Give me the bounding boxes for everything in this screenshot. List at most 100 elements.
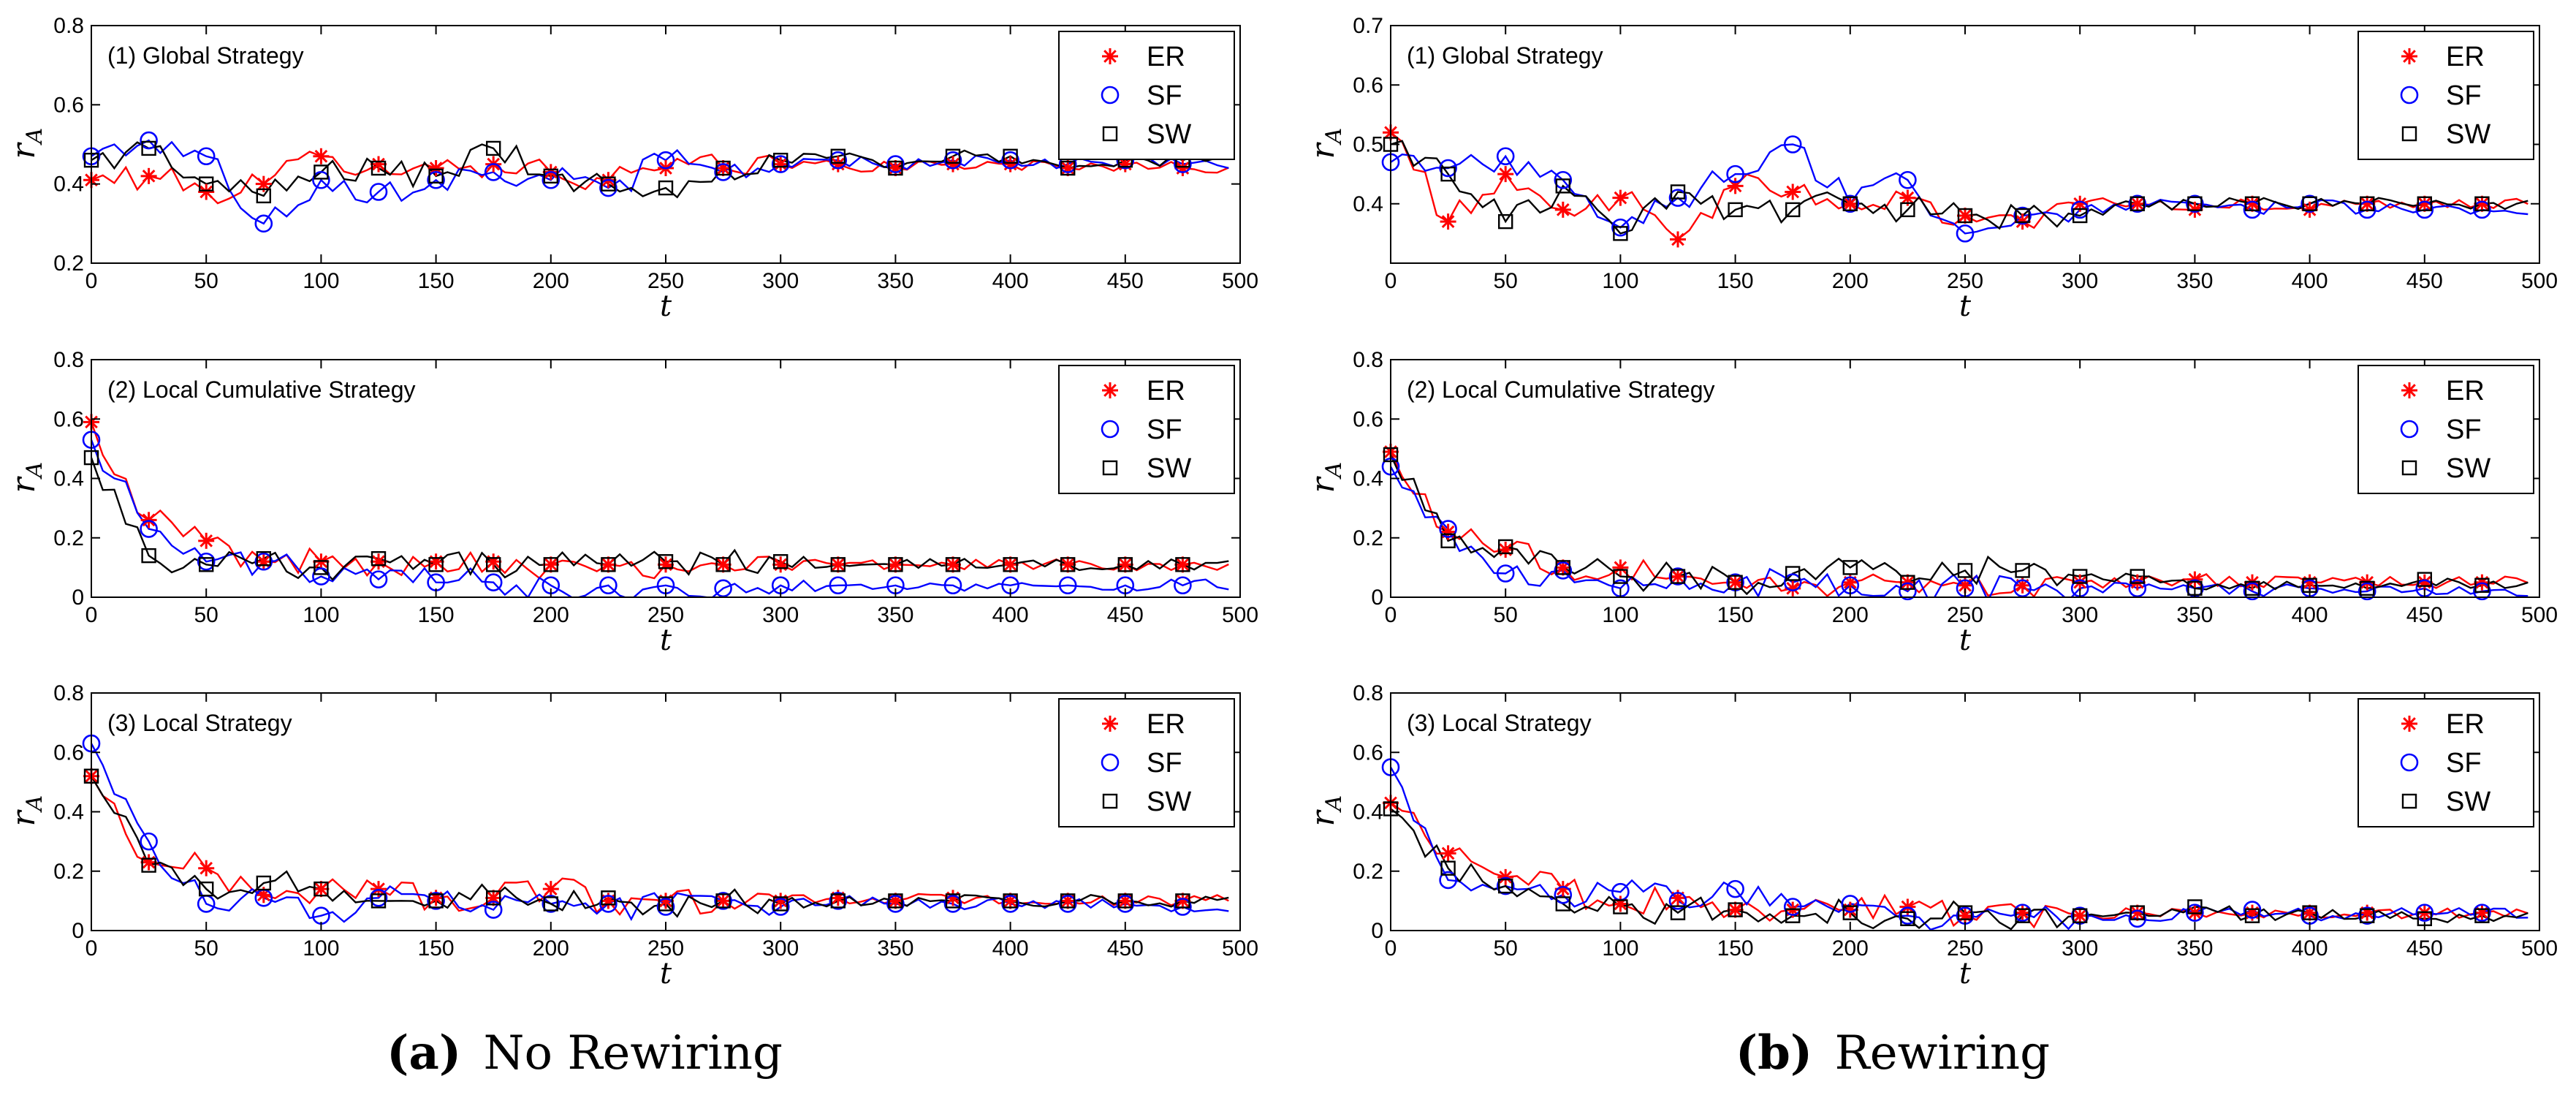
data-point-SW [2417,196,2433,211]
data-point-ER-stroke [1958,209,1972,222]
data-point-SW [1900,202,1915,218]
legend-marker-SF [2400,86,2419,105]
data-point-SW [1440,533,1456,549]
data-point-SW [2302,196,2317,211]
x-tick-label: 400 [992,936,1029,961]
data-point-SW [1842,905,1858,920]
data-point-SF [2357,582,2376,601]
series-markers-SW [1383,137,2490,241]
data-point-ER [887,556,904,573]
y-axis-label: rA [5,128,48,159]
data-point-SF [1611,218,1630,237]
y-axis-label-sub: A [22,795,48,814]
x-tick-label: 400 [992,603,1029,627]
data-point-SW [428,168,444,184]
data-point-ER [945,556,961,573]
legend-entry-SW: SW [1147,453,1191,484]
data-point-SF [1496,564,1515,583]
y-axis-label: rA [1304,462,1347,493]
data-point-SW [1728,202,1743,218]
panel-title: (2) Local Cumulative Strategy [1407,376,1715,403]
panel-title: (2) Local Cumulative Strategy [107,376,416,403]
data-point-SF [1058,576,1077,595]
data-point-ER-stroke [2073,197,2087,211]
x-tick-label: 300 [762,936,799,961]
data-point-SW [1060,893,1076,909]
data-point-ER-stroke [1003,558,1017,572]
chart-panel-2: 0 50 100 150 200 250 300 350 400 450 500 0 0.2 0.4 0.6… [5,348,1258,657]
data-point-SW [428,893,444,909]
x-axis-label: t [1959,957,1972,991]
data-point-SF [1116,895,1135,913]
data-point-SW [2474,577,2490,593]
y-tick-label: 0.4 [53,800,84,825]
data-point-ER-stroke [1671,569,1684,583]
x-tick-label: 50 [1494,936,1518,961]
legend-marker-SF [1101,420,1120,439]
legend-marker-SF [2400,420,2419,439]
data-point-SF [2473,582,2491,601]
data-point-SW [2359,580,2375,596]
data-point-SF [484,901,503,919]
x-tick-label: 500 [2521,936,2558,961]
legend-entry-SF: SF [1147,748,1182,779]
series-line-SF [91,439,1229,597]
legend-marker-SW [1102,460,1118,476]
data-point-SW [1613,899,1628,914]
y-axis-label-main: r [5,142,42,159]
data-point-SW [428,557,444,572]
y-tick-label: 0 [1371,586,1383,610]
data-point-SF [771,898,790,916]
data-point-SW [1555,896,1571,912]
chart-panel-1: 0 50 100 150 200 250 300 350 400 450 500 0.2 0.4 0.6 0… [5,14,1258,323]
panel-title: (3) Local Strategy [107,710,292,736]
data-point-SW [2302,905,2317,920]
y-tick-label: 0.2 [53,526,84,550]
y-axis-label-main: r [5,809,42,827]
x-tick-label: 0 [1385,269,1397,293]
data-point-SF [2128,909,2147,928]
panel-title: (3) Local Strategy [1407,710,1592,736]
data-point-SW [1440,166,1456,182]
legend-marker-SF [1101,753,1120,772]
x-tick-label: 400 [2292,603,2328,627]
data-point-SF [2243,582,2262,601]
legend-box [1058,31,1235,160]
x-tick-label: 100 [303,603,339,627]
caption-a: (a) No Rewiring [387,1026,783,1080]
x-tick-label: 500 [2521,269,2558,293]
data-point-ER-stroke [1614,561,1627,575]
data-point-SW [1497,213,1513,230]
legend-entry-SF: SF [2446,80,2482,111]
data-point-SW [2359,908,2375,923]
data-point-SW [486,890,501,906]
x-tick-label: 250 [1947,603,1983,627]
data-point-SW [199,176,214,192]
legend-entry-ER: ER [2446,42,2485,72]
y-tick-label: 0.2 [53,860,84,884]
data-point-SW [2015,908,2030,923]
x-tick-label: 50 [194,936,219,961]
data-point-ER-stroke [2246,197,2259,211]
data-point-SW [2129,569,2146,584]
data-point-SW [371,160,387,176]
y-tick-label: 0.4 [1353,192,1383,216]
data-point-SW [199,881,214,897]
data-point-SW [256,188,271,204]
series-markers-SW [83,140,1190,204]
data-point-SW [256,875,271,891]
data-point-ER [1440,845,1456,862]
data-point-SW [715,893,731,909]
data-point-SW [2015,208,2030,224]
x-tick-label: 500 [2521,603,2558,627]
data-point-ER-stroke [1728,903,1742,917]
y-axis-label-main: r [1304,809,1342,827]
data-point-ER [1727,901,1744,918]
y-axis-label: rA [5,462,48,493]
legend-marker-SW [1102,126,1118,142]
data-point-ER-stroke [200,861,213,875]
data-point-ER-stroke [314,882,328,895]
data-point-ER-stroke [831,558,845,572]
data-point-SW [314,560,329,575]
data-point-ER-stroke [1061,558,1075,572]
